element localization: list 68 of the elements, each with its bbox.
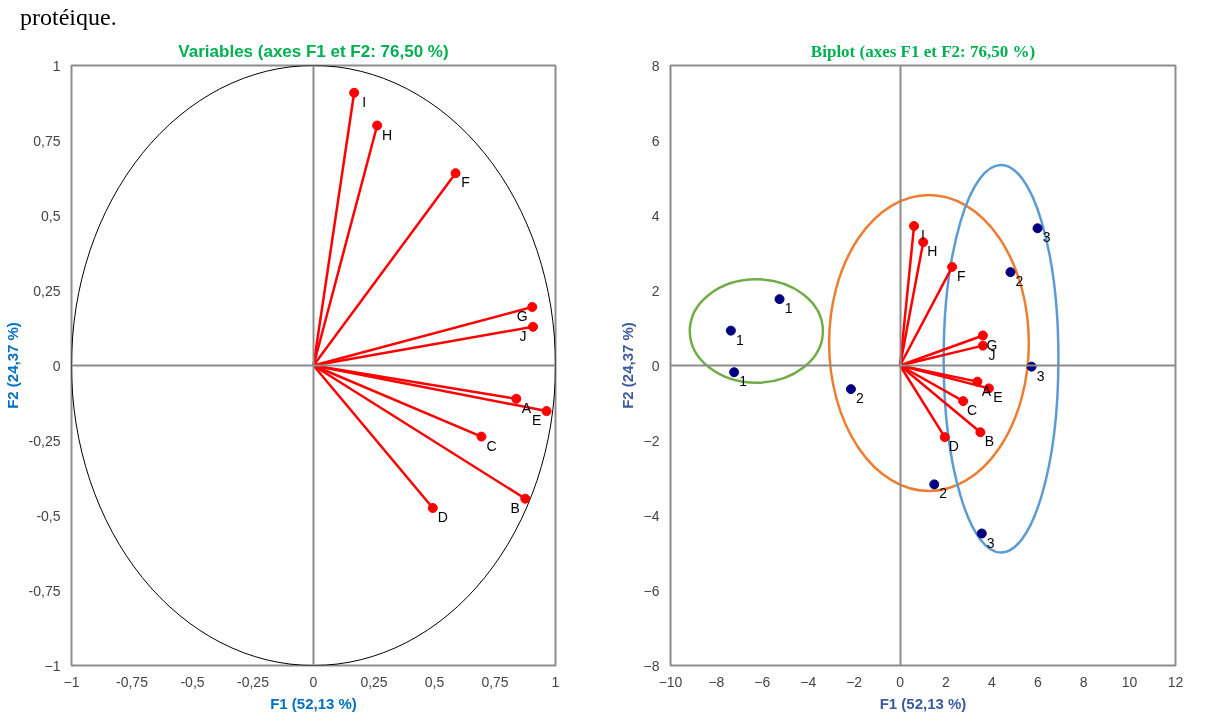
x-tick-label: 1	[551, 673, 560, 690]
x-tick-label: −1	[63, 673, 80, 690]
annotation: E	[993, 389, 1003, 406]
x-axis-title: F1 (52,13 %)	[879, 694, 967, 712]
annotation: 1	[784, 300, 793, 317]
annotation: 3	[986, 534, 995, 551]
annotation: I	[921, 227, 925, 243]
y-tick-label: 8	[651, 57, 660, 74]
y-tick-label: −1	[44, 657, 61, 674]
x-tick-label: -0,25	[237, 673, 270, 690]
annotation: C	[967, 402, 978, 419]
x-tick-label: 2	[942, 673, 951, 690]
annotation: H	[927, 243, 938, 260]
annotation: 1	[735, 331, 744, 348]
x-tick-label: 8	[1079, 673, 1088, 690]
y-tick-label: 0,25	[33, 282, 61, 299]
x-tick-label: 6	[1033, 673, 1042, 690]
y-axis-title: F2 (24,37 %)	[618, 322, 636, 409]
x-tick-label: 0	[896, 673, 905, 690]
y-tick-label: −4	[643, 507, 660, 524]
x-axis-title: F1 (52,13 %)	[270, 694, 357, 712]
y-tick-label: -0,25	[28, 432, 61, 449]
x-tick-label: 0	[309, 673, 318, 690]
x-tick-label: 0,75	[481, 673, 509, 690]
y-axis-title: F2 (24,37 %)	[3, 322, 21, 409]
y-tick-label: −8	[643, 657, 660, 674]
y-tick-label: 2	[651, 282, 660, 299]
y-tick-label: 0	[52, 357, 61, 374]
annotation: I	[362, 93, 367, 110]
y-tick-label: 0,75	[33, 132, 61, 149]
x-tick-label: −8	[708, 673, 725, 690]
annotation: G	[516, 308, 528, 324]
x-tick-label: −4	[800, 673, 817, 690]
x-tick-label: 12	[1167, 673, 1184, 690]
chart-title: Variables (axes F1 et F2: 76,50 %)	[178, 41, 449, 61]
x-tick-label: 10	[1121, 673, 1138, 690]
y-tick-label: 4	[651, 207, 660, 224]
y-tick-label: 0	[651, 357, 660, 374]
y-tick-label: 6	[651, 132, 660, 149]
text: protéique.	[20, 4, 117, 30]
annotation: J	[519, 327, 527, 344]
annotation: H	[382, 126, 393, 143]
annotation: 2	[939, 485, 948, 502]
annotation: F	[956, 267, 966, 284]
x-tick-label: -0,5	[180, 673, 205, 690]
y-tick-label: −6	[643, 582, 660, 599]
x-tick-label: −2	[846, 673, 863, 690]
x-tick-label: −6	[754, 673, 771, 690]
annotation: C	[486, 437, 497, 454]
annotation: F	[461, 174, 470, 191]
y-tick-label: 1	[52, 57, 61, 74]
annotation: D	[948, 438, 959, 455]
annotation: 3	[1036, 367, 1045, 384]
annotation: B	[984, 433, 995, 450]
annotation: E	[531, 412, 542, 429]
annotation: B	[510, 499, 520, 516]
x-tick-label: 4	[987, 673, 996, 690]
y-tick-label: -0,5	[36, 507, 61, 524]
chart-title: Biplot (axes F1 et F2: 76,50 %)	[810, 41, 1036, 61]
annotation: 2	[856, 390, 865, 407]
x-tick-label: -0,75	[116, 673, 149, 690]
annotation: D	[437, 509, 448, 525]
y-tick-label: -0,75	[28, 582, 61, 599]
y-tick-label: −2	[643, 432, 660, 449]
x-tick-label: −10	[658, 673, 683, 690]
x-tick-label: 0,25	[360, 673, 388, 690]
x-tick-label: 0,5	[424, 673, 445, 690]
y-tick-label: 0,5	[41, 207, 61, 224]
